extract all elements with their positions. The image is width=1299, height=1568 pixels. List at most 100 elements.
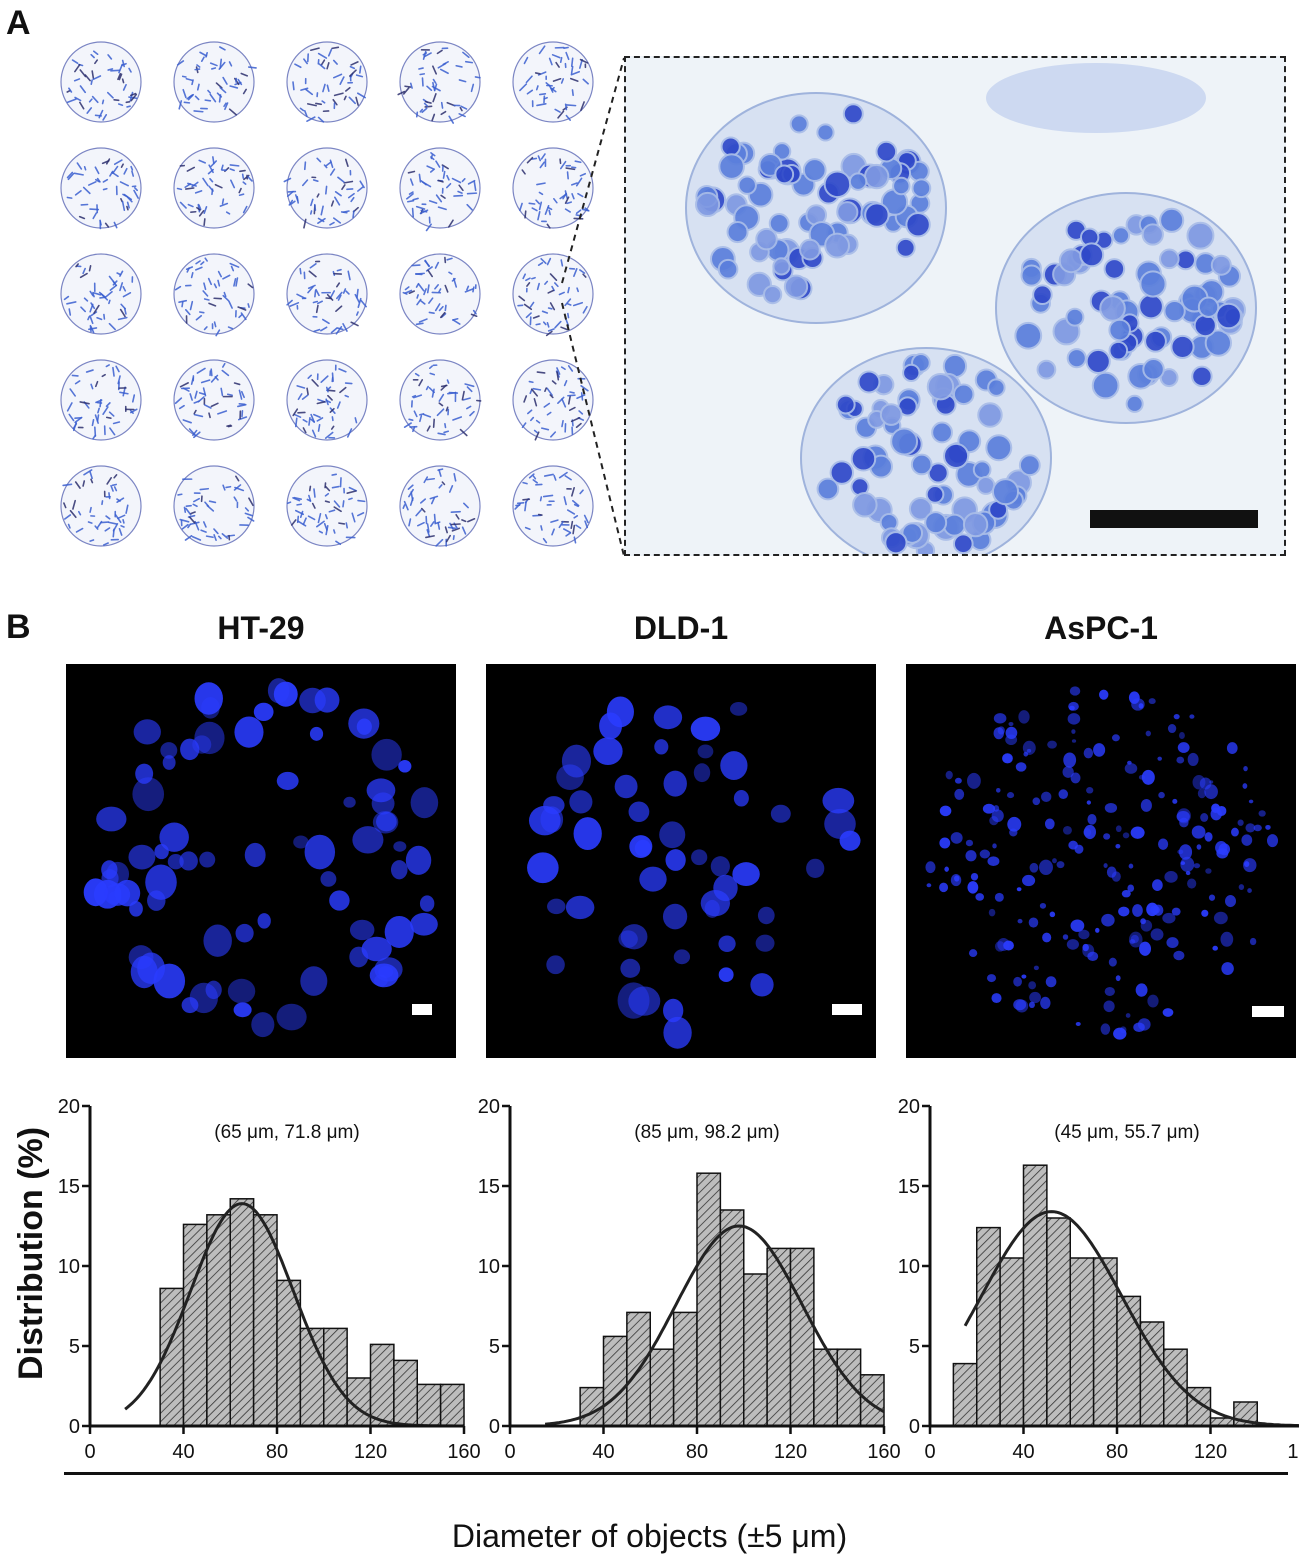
nucleus-spot <box>1127 884 1135 892</box>
nucleus-spot <box>1191 825 1206 839</box>
nucleus-spot <box>1242 783 1248 789</box>
thumbnail-svg <box>60 41 594 547</box>
scale-bar <box>1090 510 1258 528</box>
histogram-dld1: 0 5 10 15 20 0 40 80 120 160 (85 μm, 98.2 μm) <box>466 1086 901 1463</box>
spheroid-thumbnail <box>512 41 594 123</box>
nucleus-spot <box>366 778 396 803</box>
nucleus-spot <box>1093 743 1106 757</box>
nucleus-spot <box>1119 1026 1127 1034</box>
nucleus-spot <box>1145 730 1151 737</box>
nucleus-spot <box>1063 752 1077 768</box>
nucleus-spot <box>1083 747 1094 759</box>
x-tick-label: 120 <box>354 1441 387 1463</box>
x-tick-label: 0 <box>924 1441 935 1463</box>
nucleus-spot <box>1066 939 1079 950</box>
nucleus-spot <box>967 881 979 894</box>
nucleus-spot <box>1150 928 1164 941</box>
nucleus-spot <box>968 949 978 958</box>
nucleus-spot <box>234 716 264 748</box>
nucleus-spot <box>1139 941 1152 956</box>
nucleus-spot <box>1132 904 1143 917</box>
nucleus-spot <box>993 713 1007 724</box>
fluorescence-image-aspc1 <box>906 664 1296 1058</box>
spheroid-thumbnail <box>173 465 255 547</box>
nucleus-spot <box>1029 862 1039 873</box>
nucleus-spot <box>996 787 1001 793</box>
x-tick-label: 40 <box>592 1441 614 1463</box>
spheroid-thumbnail <box>173 359 255 441</box>
nucleus-spot <box>309 726 324 741</box>
nucleus-spot <box>1177 849 1184 855</box>
nucleus-spot <box>1124 763 1138 774</box>
nucleus-spot <box>1238 884 1245 890</box>
nucleus-spot <box>1002 753 1013 764</box>
zoomed-section-svg <box>685 63 1257 554</box>
nucleus-spot <box>128 844 156 870</box>
histogram-annotation: (85 μm, 98.2 μm) <box>634 1122 779 1143</box>
histogram-bar <box>439 1383 465 1427</box>
nucleus-spot <box>1115 844 1121 849</box>
nucleus-spot <box>606 696 634 728</box>
spheroid-thumbnail <box>60 359 142 441</box>
y-tick-label: 20 <box>58 1096 80 1118</box>
nucleus-spot <box>1167 724 1177 734</box>
nucleus-spot <box>276 1003 307 1031</box>
nucleus-spot <box>320 871 337 887</box>
panel-label-b: B <box>6 608 31 646</box>
nucleus-spot <box>1062 934 1069 940</box>
nucleus-spot <box>267 678 290 704</box>
nucleus-spot <box>1111 734 1120 742</box>
nucleus-spot <box>199 851 216 868</box>
nucleus-spot <box>235 923 254 943</box>
nucleus-spot <box>180 738 200 761</box>
histogram-svg-ht29: 0 5 10 15 20 0 40 80 120 160 (65 μm, 71.8 μm) <box>58 1096 481 1463</box>
nucleus-spot <box>1249 937 1257 946</box>
scale-bar-aspc1 <box>1252 1006 1284 1017</box>
nucleus-spot <box>1070 919 1085 932</box>
nucleus-spot <box>1158 791 1165 799</box>
x-tick-label: 120 <box>1194 1441 1227 1463</box>
nucleus-spot <box>1179 817 1189 828</box>
nucleus-spot <box>1157 756 1162 761</box>
spheroid-thumbnail <box>173 41 257 123</box>
nucleus-spot <box>348 708 380 739</box>
nucleus-spot <box>1253 824 1262 832</box>
nucleus-spot <box>1200 813 1209 822</box>
nucleus-spot <box>1115 825 1122 833</box>
nucleus-spot <box>162 755 176 770</box>
nucleus-spot <box>1041 791 1052 803</box>
nucleus-spot <box>1017 918 1023 924</box>
nucleus-spot <box>1204 832 1213 842</box>
nucleus-spot <box>1245 823 1256 833</box>
nucleus-spot <box>1141 769 1155 785</box>
nucleus-spot <box>1082 943 1089 952</box>
nucleus-spot <box>1118 906 1130 917</box>
nucleus-spot <box>654 739 669 755</box>
nucleus-spot <box>967 772 981 789</box>
nucleus-spot <box>704 899 720 918</box>
nucleus-spot <box>244 842 266 868</box>
histogram-annotation: (65 μm, 71.8 μm) <box>214 1122 359 1143</box>
histogram-bar <box>299 1327 325 1427</box>
y-tick-label: 10 <box>58 1256 80 1278</box>
image-title-dld1: DLD-1 <box>633 610 729 646</box>
nucleus-spot <box>1247 888 1252 894</box>
nucleus-spot <box>1106 866 1117 878</box>
nucleus-spot <box>1022 874 1036 887</box>
nucleus-spot <box>1103 1000 1115 1013</box>
histogram-ht29: 0 5 10 15 20 0 40 80 120 160 (65 μm, 71.8 μm) <box>46 1086 481 1463</box>
nucleus-spot <box>203 924 232 957</box>
nucleus-spot <box>556 764 584 790</box>
nucleus-spot <box>194 682 223 715</box>
nucleus-spot <box>1087 951 1099 962</box>
histogram-bar <box>1046 1217 1071 1427</box>
nucleus-spot <box>1103 863 1108 868</box>
nucleus-spot <box>227 978 256 1004</box>
histogram-bar <box>1022 1164 1048 1427</box>
nucleus-spot <box>1221 962 1234 975</box>
nucleus-spot <box>1248 799 1254 804</box>
y-tick-label: 10 <box>478 1256 500 1278</box>
nucleus-spot <box>1052 858 1057 864</box>
nucleus-spot <box>1158 838 1169 850</box>
nucleus-spot <box>1179 844 1193 860</box>
